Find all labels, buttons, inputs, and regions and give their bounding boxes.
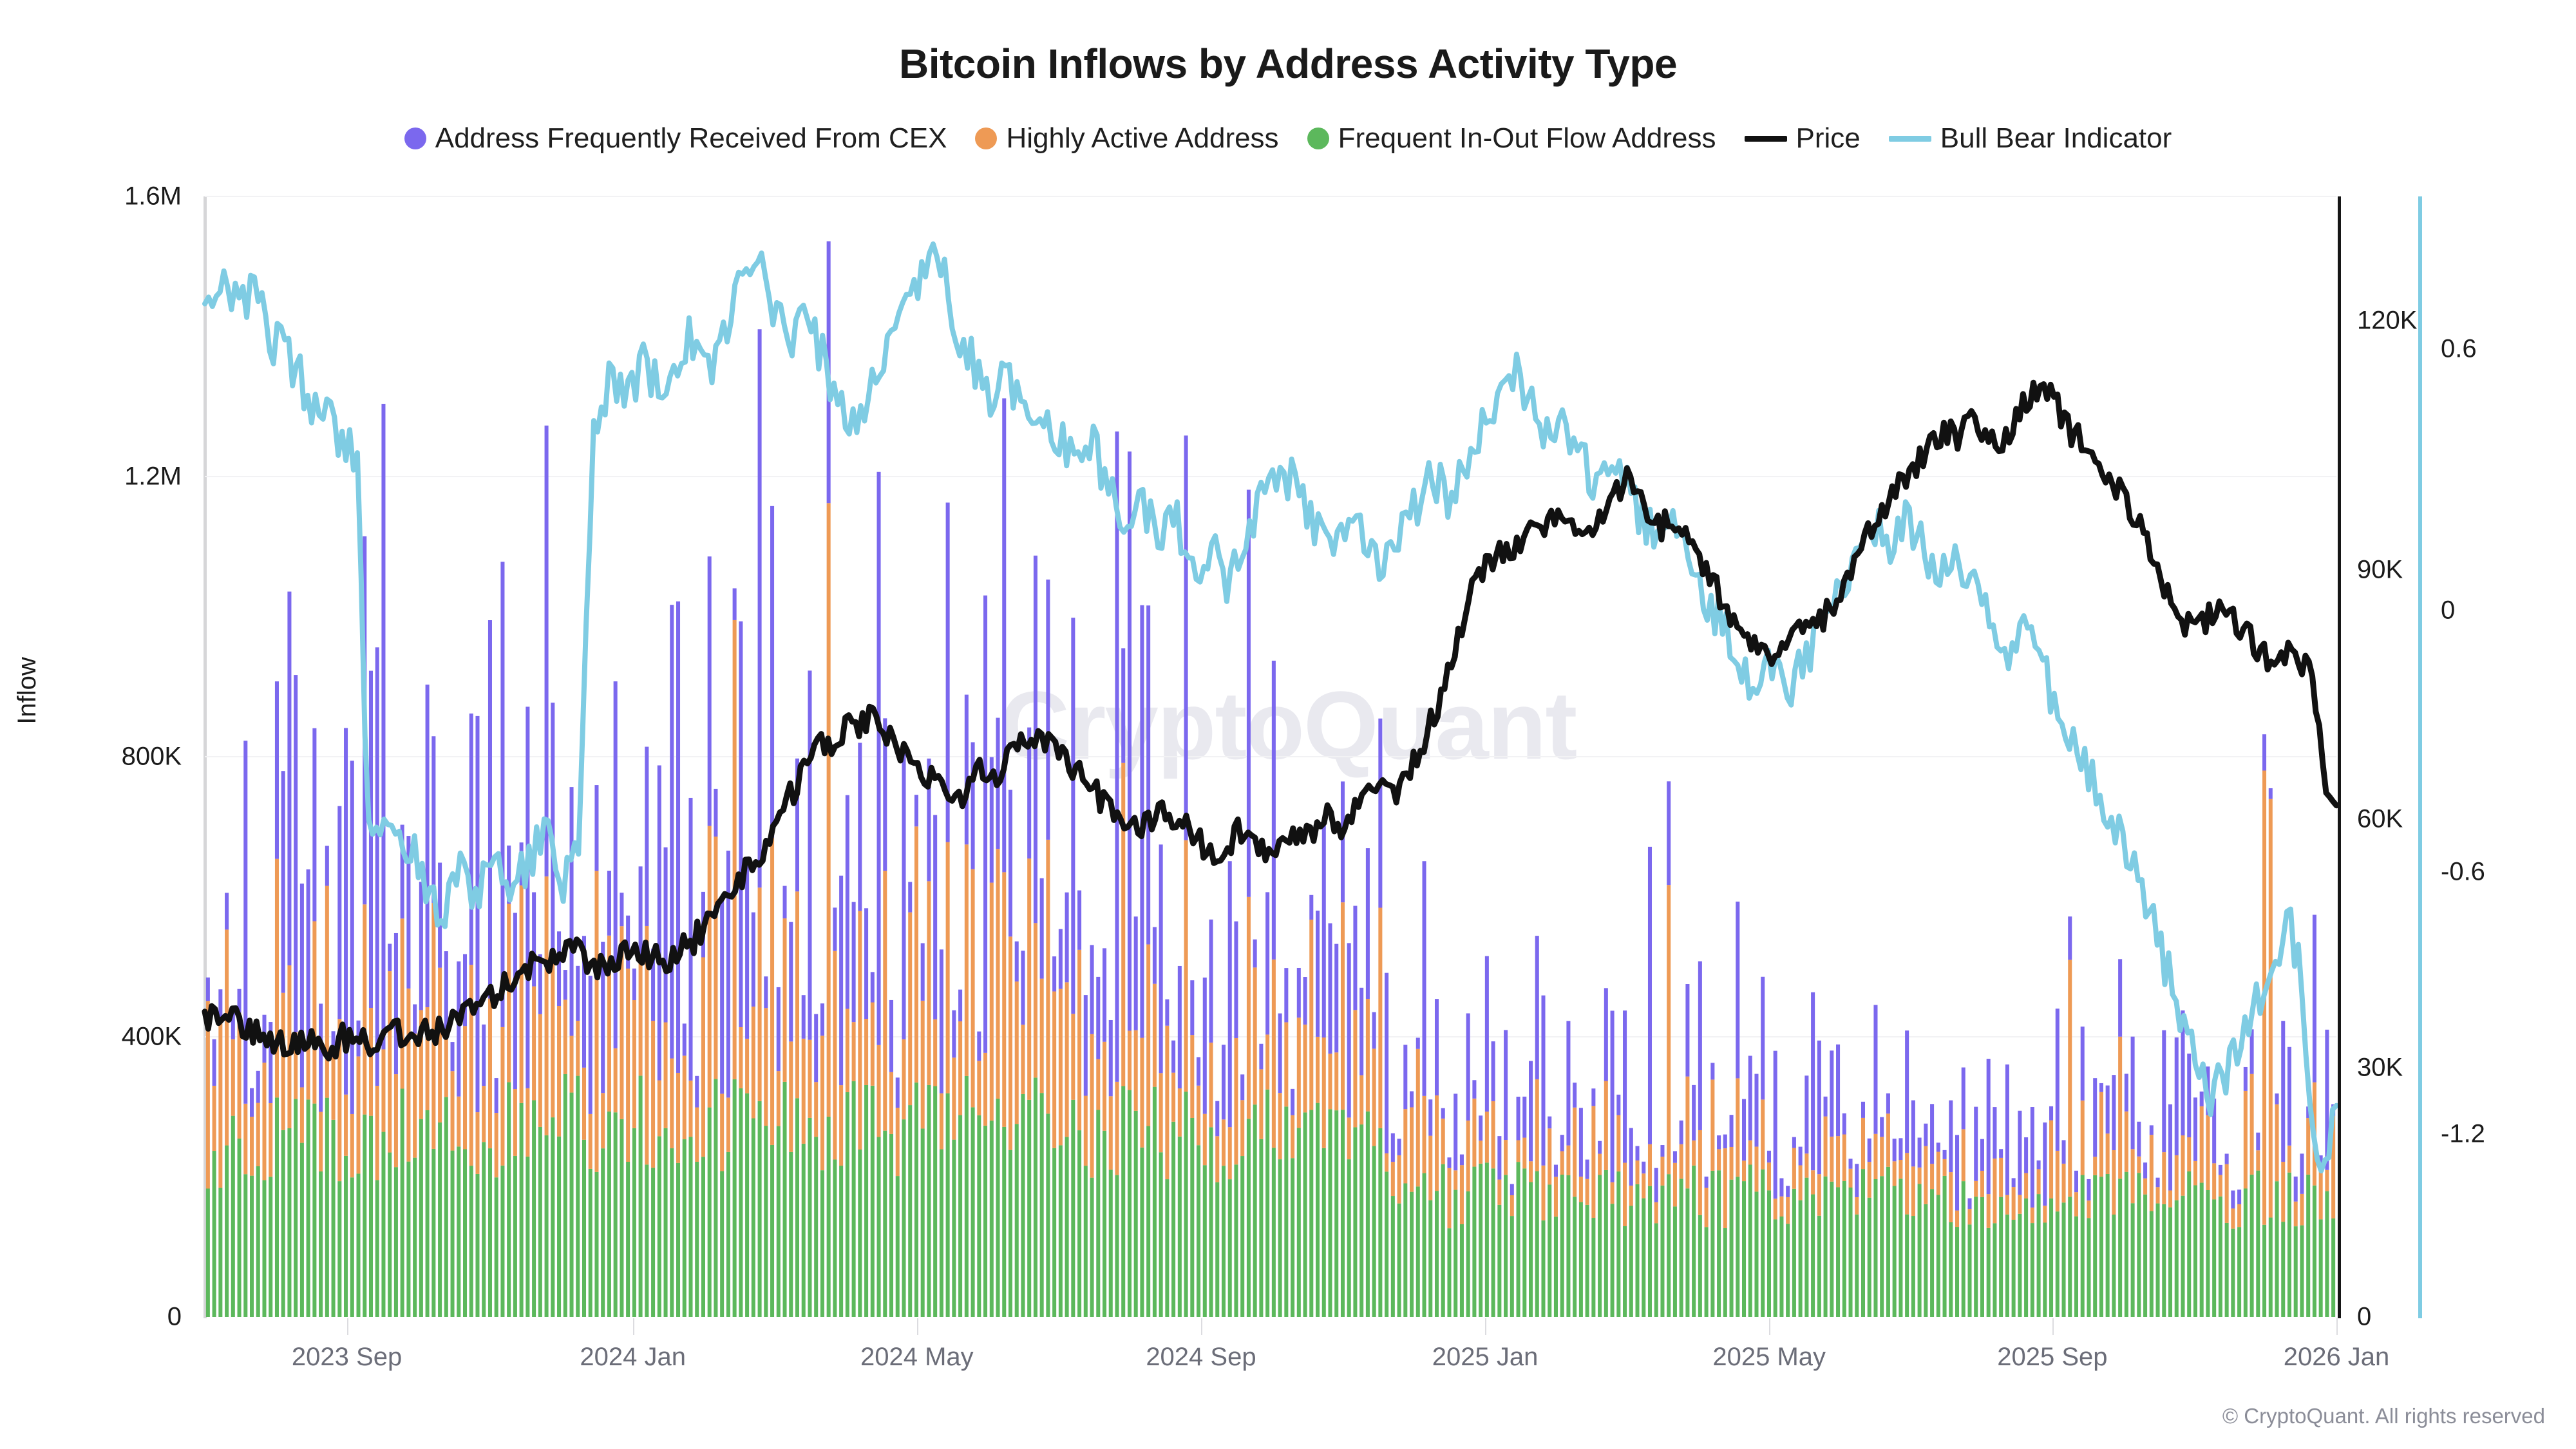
y-axis-left-line <box>204 196 207 1318</box>
price-polyline <box>202 379 2340 1062</box>
x-axis-tick-label: 2025 May <box>1712 1343 1826 1371</box>
y-axis-right-price-tick-label: 90K <box>2357 555 2403 584</box>
stacked-bars-layer <box>205 241 2336 1317</box>
x-axis-tick-mark <box>1485 1318 1487 1335</box>
bar-group <box>205 241 2336 1317</box>
x-axis-tick-mark <box>1200 1318 1202 1335</box>
y-axis-right-bbi-tick-label: 0.6 <box>2441 334 2477 363</box>
x-axis-tick-label: 2025 Sep <box>1997 1343 2108 1371</box>
y-axis-left-tick-label: 0 <box>167 1302 182 1331</box>
y-axis-right-bbi-tick-label: 0 <box>2441 596 2456 625</box>
y-axis-left-label: Inflow <box>12 657 41 724</box>
x-axis-tick-label: 2024 Sep <box>1146 1343 1256 1371</box>
x-axis-tick-mark <box>1769 1318 1771 1335</box>
x-axis-tick-mark <box>2336 1318 2338 1335</box>
legend-item-label: Address Frequently Received From CEX <box>435 122 947 154</box>
gridline <box>205 756 2336 757</box>
legend-item-3[interactable]: Price <box>1744 122 1861 155</box>
y-axis-right-price-tick-label: 120K <box>2357 306 2418 335</box>
legend-line-icon <box>1888 135 1931 142</box>
x-axis-tick-mark <box>632 1318 634 1335</box>
x-axis-tick-label: 2025 Jan <box>1432 1343 1539 1371</box>
y-axis-right-price-tick-label: 30K <box>2357 1053 2403 1082</box>
gridline <box>205 1036 2336 1037</box>
x-axis-tick-mark <box>346 1318 348 1335</box>
x-axis-tick-label: 2023 Sep <box>291 1343 402 1371</box>
y-axis-right-bbi-line <box>2418 196 2422 1318</box>
legend-item-4[interactable]: Bull Bear Indicator <box>1888 122 2172 155</box>
legend-item-0[interactable]: Address Frequently Received From CEX <box>404 122 947 155</box>
x-axis-tick-label: 2024 May <box>860 1343 974 1371</box>
legend-item-label: Price <box>1795 122 1861 154</box>
x-axis-tick-label: 2026 Jan <box>2283 1343 2390 1371</box>
copyright-footer: © CryptoQuant. All rights reserved <box>2222 1404 2545 1428</box>
bull-bear-indicator-line <box>202 241 2339 1174</box>
legend-item-label: Bull Bear Indicator <box>1940 122 2172 154</box>
legend-item-2[interactable]: Frequent In-Out Flow Address <box>1307 122 1716 155</box>
y-axis-right-price-tick-label: 0 <box>2357 1302 2372 1331</box>
y-axis-left-tick-label: 1.6M <box>124 182 182 211</box>
y-axis-right-price-tick-label: 60K <box>2357 804 2403 833</box>
legend-line-icon <box>1744 135 1787 142</box>
bbi-polyline <box>202 241 2339 1174</box>
x-axis-tick-mark <box>2052 1318 2054 1335</box>
plot-area <box>202 196 2340 1317</box>
y-axis-right-bbi-tick-label: -0.6 <box>2441 857 2485 886</box>
chart-legend: Address Frequently Received From CEX High… <box>0 122 2576 155</box>
y-axis-left-tick-label: 800K <box>121 742 182 771</box>
y-axis-left-tick-label: 1.2M <box>124 462 182 491</box>
x-axis-tick-label: 2024 Jan <box>580 1343 686 1371</box>
x-axis-tick-mark <box>916 1318 918 1335</box>
legend-item-1[interactable]: Highly Active Address <box>975 122 1279 155</box>
y-axis-right-price-line <box>2338 196 2341 1318</box>
legend-item-label: Frequent In-Out Flow Address <box>1338 122 1716 154</box>
legend-dot-icon <box>975 128 998 149</box>
gridline <box>205 196 2336 197</box>
y-axis-left-tick-label: 400K <box>121 1022 182 1051</box>
legend-dot-icon <box>404 128 426 149</box>
y-axis-right-bbi-tick-label: -1.2 <box>2441 1119 2485 1148</box>
legend-dot-icon <box>1307 128 1329 149</box>
page-title: Bitcoin Inflows by Address Activity Type <box>898 41 1678 87</box>
legend-item-label: Highly Active Address <box>1006 122 1279 154</box>
price-line <box>202 379 2340 1062</box>
